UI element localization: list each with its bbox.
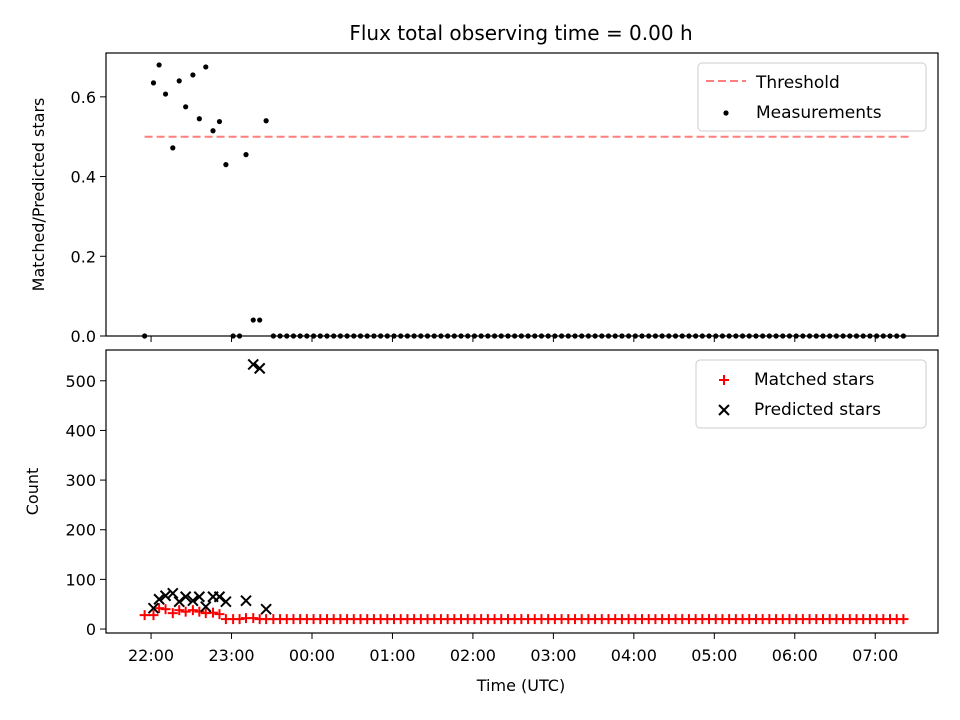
data-point (174, 605, 185, 616)
y-tick-label: 100 (65, 570, 96, 589)
data-point (156, 62, 162, 68)
legend-marker (723, 110, 729, 116)
legend-marker (718, 404, 730, 416)
x-tick-label: 01:00 (369, 646, 415, 665)
series-predicted-stars (147, 358, 272, 615)
data-point (153, 593, 165, 605)
data-point (159, 590, 172, 602)
legend-label: Threshold (755, 73, 840, 93)
data-point (187, 595, 199, 607)
data-point (208, 607, 219, 618)
data-point (257, 317, 263, 323)
data-point (214, 609, 225, 620)
axes-frame (105, 349, 939, 634)
data-point (247, 358, 259, 371)
y-tick-label: 200 (65, 521, 96, 540)
data-point (193, 591, 206, 603)
data-point (220, 596, 232, 608)
y-tick-label: 300 (65, 471, 96, 490)
x-axis-title: Time (UTC) (476, 676, 565, 695)
data-point (243, 152, 249, 158)
data-point (190, 72, 196, 78)
data-point (260, 603, 272, 615)
x-tick-label: 06:00 (772, 646, 818, 665)
data-point (253, 362, 266, 375)
chart-title: Flux total observing time = 0.00 h (349, 21, 692, 45)
legend-box (695, 359, 927, 429)
data-point (194, 606, 205, 617)
data-point (210, 128, 216, 134)
y-tick-label: 0.0 (71, 327, 96, 346)
legend-label: Predicted stars (754, 400, 881, 420)
y-tick-label: 400 (65, 421, 96, 440)
x-tick-label: 23:00 (208, 646, 254, 665)
data-point (187, 605, 198, 616)
data-point (179, 591, 192, 603)
top-panel: 0.0 0.2 0.4 0.6 Matched/Predicted stars Thres… (29, 52, 939, 346)
x-tick-label: 22:00 (128, 646, 174, 665)
x-tick-label: 05:00 (691, 646, 737, 665)
data-point (250, 317, 256, 323)
data-point (170, 145, 176, 151)
y-tick-label: 0.2 (71, 247, 96, 266)
series-matched-stars (139, 603, 909, 625)
legend-label: Measurements (756, 103, 882, 123)
x-tick-label: 00:00 (289, 646, 335, 665)
legend-label: Matched stars (754, 370, 874, 390)
bottom-panel: 0 100 200 300 400 500 22:00 23:00 00:00 01:00 02:0… (23, 349, 939, 665)
x-tick-label: 04:00 (611, 646, 657, 665)
data-point (196, 116, 202, 122)
x-tick-label: 02:00 (450, 646, 496, 665)
data-point (148, 610, 159, 621)
data-point (200, 600, 212, 613)
x-tick-label: 03:00 (530, 646, 576, 665)
data-point (176, 78, 182, 84)
data-point (147, 602, 160, 614)
data-point (898, 614, 909, 625)
legend-box (697, 62, 927, 132)
y-axis-title: Count (23, 468, 42, 516)
data-point (160, 604, 171, 615)
axes-frame (105, 52, 939, 337)
legend: Matched stars Predicted stars (695, 359, 927, 429)
data-point (213, 591, 226, 603)
data-point (167, 608, 178, 619)
legend: Threshold Measurements (697, 62, 927, 132)
x-tick-label: 07:00 (852, 646, 898, 665)
data-point (139, 610, 150, 621)
data-point (183, 104, 189, 110)
legend-marker (719, 375, 729, 385)
data-point (167, 587, 179, 599)
y-tick-label: 500 (65, 372, 96, 391)
data-point (162, 91, 169, 97)
data-point (263, 118, 269, 124)
data-point (223, 162, 229, 168)
y-tick-label: 0 (86, 620, 96, 639)
data-point (173, 596, 185, 608)
y-tick-label: 0.6 (71, 88, 96, 107)
y-axis-title: Matched/Predicted stars (29, 98, 48, 292)
data-point (150, 80, 157, 86)
data-point (216, 118, 223, 125)
data-point (203, 64, 209, 70)
data-point (240, 595, 252, 607)
y-tick-label: 0.4 (71, 168, 96, 187)
data-point (180, 606, 191, 617)
